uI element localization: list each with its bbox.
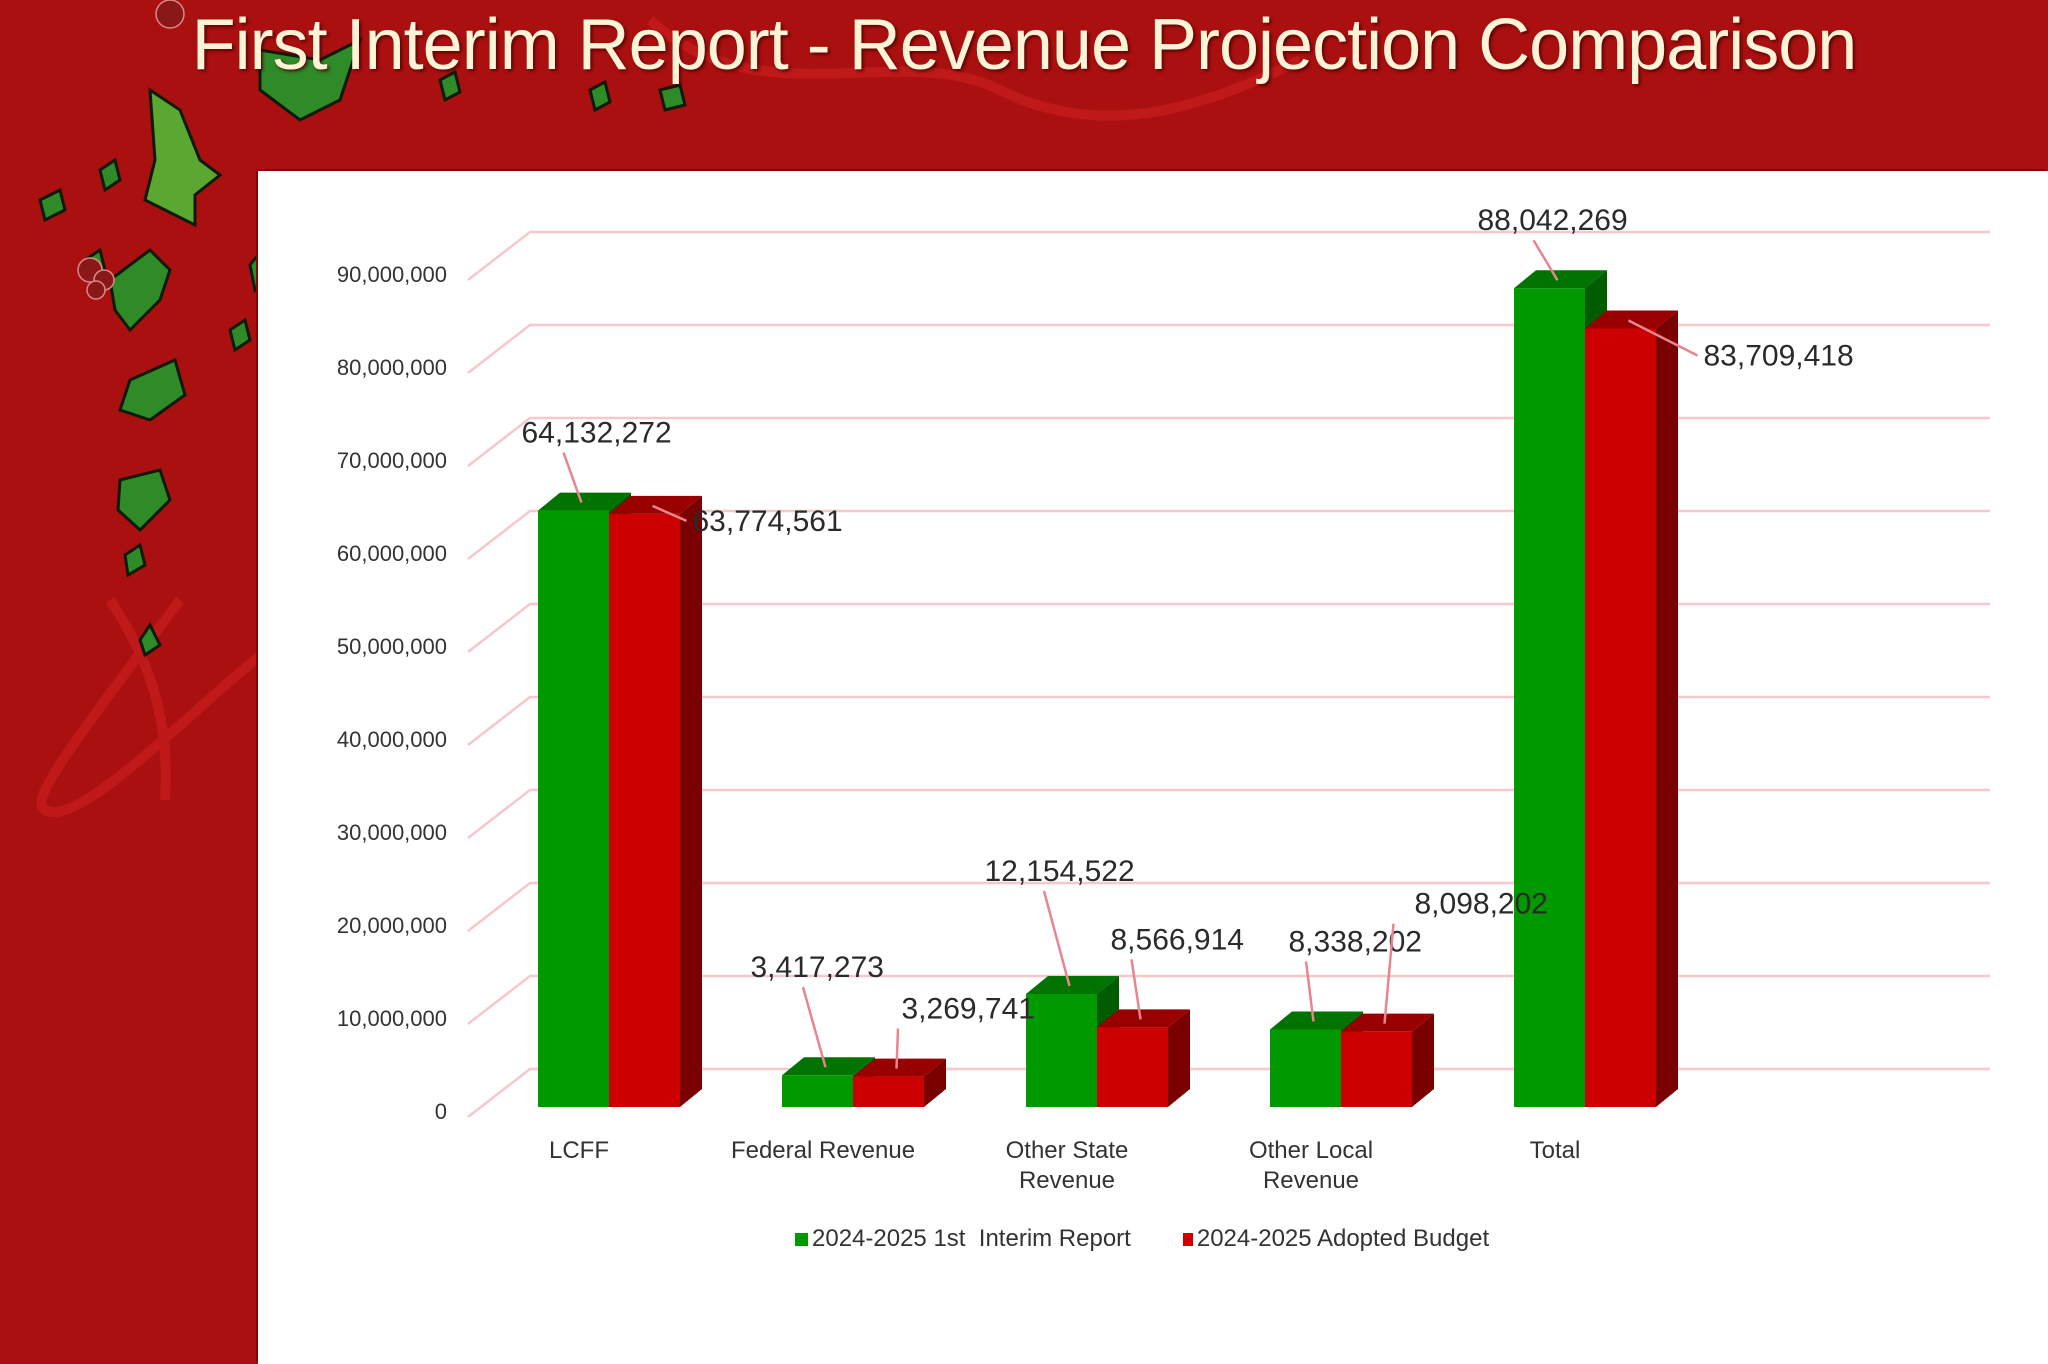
bar-top <box>1514 270 1607 289</box>
y-tick-label: 70,000,000 <box>337 448 447 473</box>
bar-adopted <box>609 495 702 1107</box>
holly-leaves-decoration <box>38 37 687 658</box>
bar-front <box>538 510 609 1107</box>
legend-label: 2024-2025 1st Interim Report <box>812 1225 1131 1252</box>
y-tick-label: 0 <box>435 1099 447 1124</box>
leader-line <box>1130 959 1142 1020</box>
leader-line <box>895 1028 900 1069</box>
gridline <box>467 881 1990 932</box>
bar-top <box>609 495 702 514</box>
data-label: 3,269,741 <box>902 993 1035 1026</box>
gridline <box>467 602 1990 653</box>
gridline <box>467 323 1990 374</box>
leader-line <box>1383 923 1395 1024</box>
bar-side <box>924 1058 946 1107</box>
bar-top <box>1270 1011 1363 1030</box>
category-label: Total <box>1530 1137 1581 1164</box>
bar-front <box>1270 1029 1341 1107</box>
leader-line <box>1042 890 1071 987</box>
y-tick-label: 90,000,000 <box>337 262 447 287</box>
bar-side <box>1168 1009 1190 1107</box>
bar-top <box>782 1057 875 1076</box>
gridline <box>467 1067 1990 1118</box>
bar-adopted <box>1585 310 1678 1107</box>
bar-front <box>853 1076 924 1107</box>
legend-swatch-green <box>795 1232 808 1246</box>
leader-line <box>651 504 688 523</box>
bar-side <box>1412 1013 1434 1107</box>
bar-front <box>1585 328 1656 1107</box>
data-label: 8,098,202 <box>1415 888 1548 921</box>
ribbon-swirl-decoration <box>36 16 1303 817</box>
bar-front <box>1026 993 1097 1107</box>
bar-side <box>680 495 702 1107</box>
bar-front <box>782 1075 853 1107</box>
gridline <box>467 695 1990 746</box>
bar-top <box>538 492 631 511</box>
bar-top <box>1341 1013 1434 1032</box>
leader-line <box>562 452 583 503</box>
leader-line <box>1304 961 1315 1022</box>
bar-top <box>1585 310 1678 329</box>
data-label: 12,154,522 <box>985 855 1135 888</box>
bar-adopted <box>1341 1013 1434 1107</box>
holly-berries-decoration <box>77 0 185 300</box>
leader-line <box>801 986 827 1068</box>
bar-front <box>609 513 680 1107</box>
bar-side <box>1656 310 1678 1107</box>
category-label: LCFF <box>549 1137 609 1164</box>
data-label: 63,774,561 <box>693 505 843 538</box>
gridline <box>467 788 1990 839</box>
bar-adopted <box>853 1058 946 1107</box>
leader-line <box>1627 319 1699 357</box>
category-labels: LCFF Federal Revenue Other State Revenue Oth… <box>549 1137 1580 1194</box>
y-tick-label: 50,000,000 <box>337 634 447 659</box>
legend-swatch-red <box>1182 1232 1193 1246</box>
bars <box>538 270 1678 1107</box>
bar-front <box>1514 288 1585 1107</box>
gridline <box>467 230 1990 281</box>
category-label: Other Local <box>1249 1137 1373 1164</box>
bar-adopted <box>1097 1009 1190 1107</box>
data-label: 8,338,202 <box>1289 925 1422 958</box>
bar-top <box>1097 1009 1190 1028</box>
y-tick-label: 80,000,000 <box>337 355 447 380</box>
gridlines <box>467 230 1990 1118</box>
data-label: 8,566,914 <box>1111 923 1244 956</box>
data-label: 64,132,272 <box>522 417 672 450</box>
category-label: Federal Revenue <box>731 1137 915 1164</box>
category-label: Revenue <box>1263 1167 1359 1194</box>
data-label: 88,042,269 <box>1478 204 1628 237</box>
bar-top <box>853 1058 946 1077</box>
bar-top <box>1026 975 1119 994</box>
y-tick-label: 30,000,000 <box>337 820 447 845</box>
category-label: Revenue <box>1019 1167 1115 1194</box>
legend-label: 2024-2025 Adopted Budget <box>1196 1225 1490 1252</box>
slide-title: First Interim Report - Revenue Projectio… <box>191 5 1858 85</box>
bar-front <box>1341 1031 1412 1107</box>
y-tick-label: 10,000,000 <box>337 1006 447 1031</box>
legend: 2024-2025 1st Interim Report 2024-2025 A… <box>795 1225 1489 1253</box>
gridline <box>467 416 1990 467</box>
bar-front <box>1097 1027 1168 1107</box>
y-tick-label: 40,000,000 <box>337 727 447 752</box>
data-label: 3,417,273 <box>751 951 884 984</box>
y-axis-ticks: 0 10,000,000 20,000,000 30,000,000 40,000,00… <box>337 262 447 1124</box>
legend-item-adopted: 2024-2025 Adopted Budget <box>1182 1225 1490 1253</box>
gridline <box>467 974 1990 1025</box>
legend-item-interim: 2024-2025 1st Interim Report <box>795 1225 1131 1253</box>
data-labels: 64,132,272 63,774,561 3,417,273 3,269,741 12… <box>522 204 1854 1069</box>
gridline <box>467 509 1990 560</box>
leader-line <box>1532 239 1559 281</box>
y-tick-label: 60,000,000 <box>337 541 447 566</box>
category-label: Other State <box>1006 1137 1129 1164</box>
y-tick-label: 20,000,000 <box>337 913 447 938</box>
data-label: 83,709,418 <box>1704 340 1854 373</box>
